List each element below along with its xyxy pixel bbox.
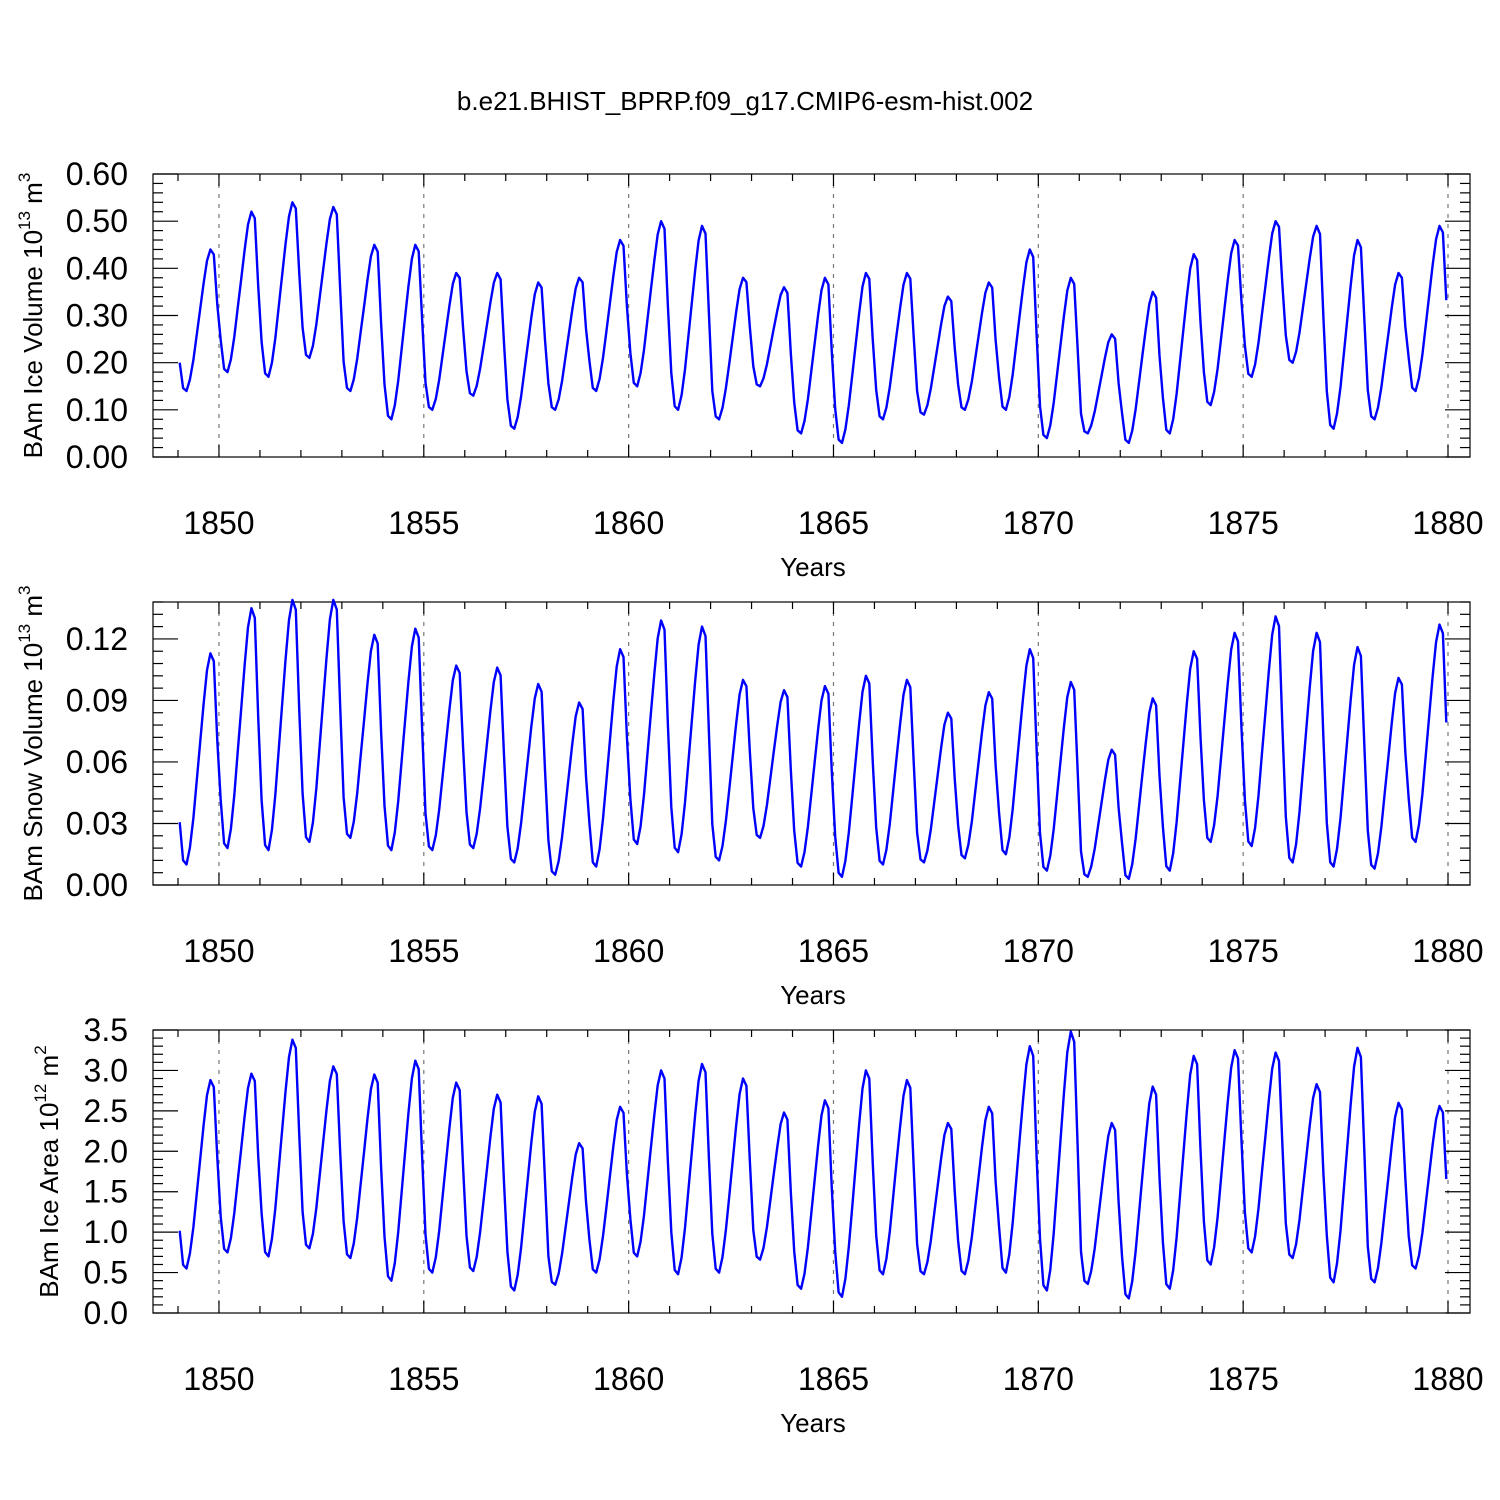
x-tick-label: 1860 bbox=[593, 933, 664, 969]
y-axis-label-text: BAm Snow Volume 10 bbox=[18, 643, 48, 902]
x-tick-label: 1850 bbox=[183, 933, 254, 969]
y-tick-label: 0.60 bbox=[66, 156, 128, 192]
y-axis-label-exponent: 13 bbox=[15, 211, 34, 230]
data-series-line bbox=[178, 201, 1448, 445]
data-series-line bbox=[178, 1030, 1448, 1300]
x-tick-label: 1855 bbox=[388, 933, 459, 969]
plot-frame bbox=[152, 173, 1471, 458]
chart-title: b.e21.BHIST_BPRP.f09_g17.CMIP6-esm-hist.… bbox=[457, 86, 1033, 116]
y-tick-label: 0.20 bbox=[66, 345, 128, 381]
y-tick-label: 0.03 bbox=[66, 805, 128, 841]
y-tick-label: 0.00 bbox=[66, 867, 128, 903]
x-axis-label: Years bbox=[780, 980, 846, 1010]
y-tick-label: 1.0 bbox=[84, 1214, 128, 1250]
x-tick-label: 1880 bbox=[1412, 505, 1483, 541]
chart-panels: 1850 1855 1860 1865 1870 1875 1880 Years 0.00 0.1… bbox=[15, 156, 1484, 1438]
y-axis-label-unit: m bbox=[34, 1055, 64, 1084]
y-axis-label-unit: m bbox=[18, 182, 48, 211]
x-tick-label: 1850 bbox=[183, 505, 254, 541]
y-tick-label: 0.00 bbox=[66, 439, 128, 475]
y-tick-label: 3.5 bbox=[84, 1012, 128, 1048]
x-tick-label: 1865 bbox=[798, 1361, 869, 1397]
panel-3: 1850 1855 1860 1865 1870 1875 1880 Years 0.0 0.5 1… bbox=[31, 1012, 1484, 1438]
y-axis-label-exponent: 13 bbox=[15, 624, 34, 643]
y-tick-label: 0.09 bbox=[66, 682, 128, 718]
x-tick-label: 1870 bbox=[1003, 933, 1074, 969]
x-tick-label: 1880 bbox=[1412, 1361, 1483, 1397]
x-tick-label: 1865 bbox=[798, 505, 869, 541]
y-axis-label-unit-exponent: 3 bbox=[15, 173, 34, 182]
x-axis-label: Years bbox=[780, 1408, 846, 1438]
x-tick-label: 1870 bbox=[1003, 505, 1074, 541]
x-tick-label: 1850 bbox=[183, 1361, 254, 1397]
x-tick-label: 1870 bbox=[1003, 1361, 1074, 1397]
x-tick-label: 1875 bbox=[1208, 505, 1279, 541]
y-tick-label: 0.5 bbox=[84, 1255, 128, 1291]
x-tick-label: 1880 bbox=[1412, 933, 1483, 969]
y-axis-label-unit-exponent: 2 bbox=[31, 1045, 50, 1054]
y-axis-label: BAm Ice Area 1012 m2 bbox=[31, 1045, 64, 1297]
x-tick-label: 1855 bbox=[388, 505, 459, 541]
y-tick-label: 0.12 bbox=[66, 621, 128, 657]
x-axis-label: Years bbox=[780, 552, 846, 582]
y-axis-label-unit-exponent: 3 bbox=[15, 586, 34, 595]
plot-frame bbox=[152, 601, 1471, 886]
y-tick-label: 2.5 bbox=[84, 1093, 128, 1129]
y-axis-label-unit: m bbox=[18, 595, 48, 624]
y-axis-label-text: BAm Ice Volume 10 bbox=[18, 230, 48, 458]
plot-frame bbox=[152, 1029, 1471, 1314]
y-tick-label: 0.0 bbox=[84, 1295, 128, 1331]
x-tick-label: 1855 bbox=[388, 1361, 459, 1397]
x-tick-label: 1860 bbox=[593, 1361, 664, 1397]
panel-2: 1850 1855 1860 1865 1870 1875 1880 Years 0.00 0.0… bbox=[15, 586, 1484, 1010]
data-series-line bbox=[178, 598, 1448, 880]
y-tick-label: 0.10 bbox=[66, 392, 128, 428]
y-tick-label: 0.30 bbox=[66, 298, 128, 334]
y-axis-label-exponent: 12 bbox=[31, 1084, 50, 1103]
y-tick-label: 0.06 bbox=[66, 744, 128, 780]
y-axis-label: BAm Snow Volume 1013 m3 bbox=[15, 586, 48, 902]
y-tick-label: 0.40 bbox=[66, 250, 128, 286]
y-tick-label: 0.50 bbox=[66, 203, 128, 239]
y-tick-label: 1.5 bbox=[84, 1174, 128, 1210]
x-tick-label: 1865 bbox=[798, 933, 869, 969]
x-tick-label: 1860 bbox=[593, 505, 664, 541]
y-axis-label: BAm Ice Volume 1013 m3 bbox=[15, 173, 48, 459]
x-tick-label: 1875 bbox=[1208, 933, 1279, 969]
x-tick-label: 1875 bbox=[1208, 1361, 1279, 1397]
y-axis-label-text: BAm Ice Area 10 bbox=[34, 1103, 64, 1298]
y-tick-label: 2.0 bbox=[84, 1133, 128, 1169]
panel-1: 1850 1855 1860 1865 1870 1875 1880 Years 0.00 0.1… bbox=[15, 156, 1484, 582]
y-tick-label: 3.0 bbox=[84, 1052, 128, 1088]
